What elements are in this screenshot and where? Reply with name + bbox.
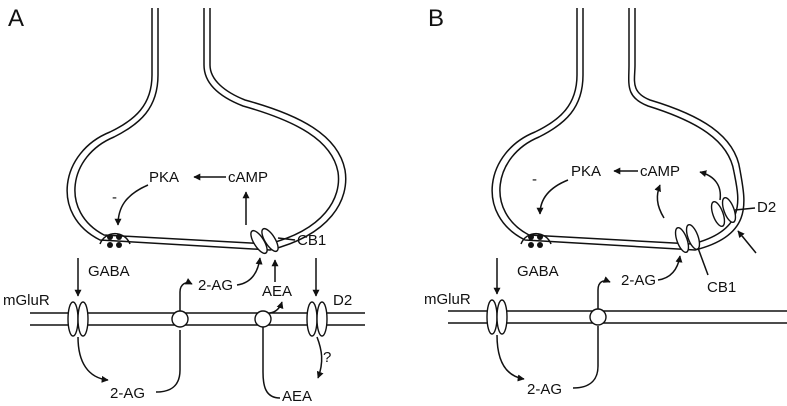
panel-a-presynaptic-membrane-inner: [74, 8, 340, 245]
panel-a-gaba-label: GABA: [88, 263, 130, 280]
panel-b-d2-receptor: [721, 196, 737, 224]
panel-b-gaba-vesicle: [537, 234, 543, 240]
panel-a-question-mark: ?: [323, 349, 331, 366]
panel-a-gaba-vesicle: [107, 242, 113, 248]
panel-b-cb1-pointer: [697, 247, 709, 276]
panel-a: A GABA PKA cAMP - CB1 mGluR 2-AG: [3, 5, 365, 405]
panel-a-camp-label: cAMP: [228, 169, 268, 186]
panel-b-gaba-vesicle: [528, 234, 534, 240]
panel-a-pka-label: PKA: [149, 169, 179, 186]
panel-b-arrow-mglur-to-2ag: [496, 334, 525, 382]
panel-a-2ag-bottom-label: 2-AG: [110, 385, 145, 402]
panel-b-mglur-receptor: [486, 299, 498, 335]
panel-b-cb1-receptor: [685, 223, 701, 251]
panel-b-gaba-release-site: [520, 232, 552, 245]
panel-a-aea-transporter: [254, 310, 272, 328]
panel-a-d2-receptor: [316, 301, 328, 337]
panel-a-cb1-pointer: [277, 237, 296, 241]
panel-a-cb1-receptor: [261, 227, 279, 253]
panel-a-label: A: [8, 5, 24, 32]
panel-a-aea-bottom-label: AEA: [282, 388, 312, 405]
panel-a-gaba-vesicle: [107, 234, 113, 240]
panel-b-d2-label: D2: [757, 199, 776, 216]
panel-a-mglur-receptor: [67, 301, 79, 337]
panel-b-d2-receptor: [710, 200, 726, 228]
panel-b-gaba-vesicle: [528, 242, 534, 248]
panel-a-arrow-2ag-release: [179, 278, 193, 311]
panel-b-arrow-2ag-release: [597, 276, 611, 309]
panel-a-gaba-vesicle: [116, 234, 122, 240]
panel-b-2ag-bottom-label: 2-AG: [527, 381, 562, 398]
panel-b-camp-label: cAMP: [640, 163, 680, 180]
panel-a-mglur-receptor: [77, 301, 89, 337]
panel-b: B GABA PKA cAMP - CB1 D2 mGluR: [424, 5, 787, 398]
panel-a-arrow-d2-to-aea: [316, 336, 324, 379]
panel-a-2ag-path-up: [155, 330, 181, 393]
panel-a-2ag-top-label: 2-AG: [198, 277, 233, 294]
panel-b-arrow-pka-inhibits-gaba: [536, 179, 569, 215]
panel-a-minus-sign: -: [112, 189, 117, 206]
panel-a-gaba-vesicle: [116, 242, 122, 248]
panel-a-arrow-pka-inhibits-gaba: [114, 184, 149, 226]
panel-b-2ag-transporter: [589, 308, 607, 326]
panel-a-arrow-aea-release: [269, 301, 284, 314]
panel-b-gaba-label: GABA: [517, 263, 559, 280]
panel-a-arrow-2ag-to-cb1: [236, 257, 263, 286]
panel-a-mglur-label: mGluR: [3, 292, 50, 309]
panel-a-gaba-release-site: [99, 232, 131, 245]
panel-a-presynaptic-membrane-outer: [66, 8, 347, 251]
panel-b-minus-sign: -: [532, 171, 537, 188]
panel-b-arrow-2ag-to-cb1: [657, 255, 683, 281]
panel-b-arrow-into-d2: [737, 230, 757, 254]
panel-b-arrow-d2-to-camp: [699, 170, 722, 201]
panel-a-d2-receptor: [306, 301, 318, 337]
panel-a-cb1-label: CB1: [297, 232, 326, 249]
panel-a-aea-path-up: [262, 327, 281, 399]
panel-b-mglur-label: mGluR: [424, 291, 471, 308]
panel-b-cb1-receptor: [674, 226, 690, 254]
panel-b-presynaptic-membrane-outer: [491, 8, 745, 251]
panel-b-gaba-vesicle: [537, 242, 543, 248]
panel-a-d2-label: D2: [333, 292, 352, 309]
panel-a-aea-top-label: AEA: [262, 283, 292, 300]
panel-b-presynaptic-membrane-inner: [499, 8, 739, 245]
panel-b-label: B: [428, 5, 444, 32]
panel-b-mglur-receptor: [496, 299, 508, 335]
panel-b-d2-pointer: [734, 207, 756, 211]
panel-b-2ag-path-up: [572, 326, 599, 389]
panel-b-arrow-cb1-to-camp: [654, 184, 665, 219]
panel-a-arrow-mglur-to-2ag: [77, 336, 109, 383]
panel-b-pka-label: PKA: [571, 163, 601, 180]
panel-a-2ag-transporter: [171, 310, 189, 328]
panel-b-cb1-label: CB1: [707, 279, 736, 296]
panel-b-2ag-top-label: 2-AG: [621, 272, 656, 289]
